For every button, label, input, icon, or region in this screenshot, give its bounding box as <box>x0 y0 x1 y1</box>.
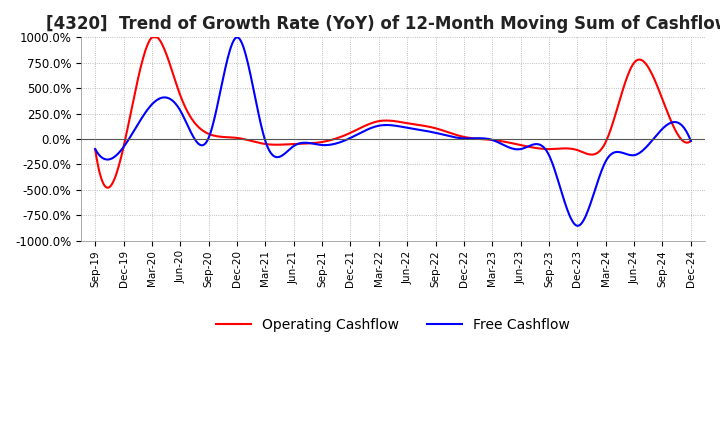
Free Cashflow <box>686 138 695 143</box>
Operating Cashflow <box>415 122 424 128</box>
Free Cashflow <box>573 223 582 228</box>
Free Cashflow <box>414 127 423 132</box>
Free Cashflow <box>233 35 241 40</box>
Free Cashflow <box>675 121 683 126</box>
Title: [4320]  Trend of Growth Rate (YoY) of 12-Month Moving Sum of Cashflows: [4320] Trend of Growth Rate (YoY) of 12-… <box>46 15 720 33</box>
Operating Cashflow <box>91 147 99 152</box>
Free Cashflow <box>91 147 99 152</box>
Operating Cashflow <box>148 35 157 40</box>
Operating Cashflow <box>582 151 590 156</box>
Operating Cashflow <box>448 131 456 136</box>
Free Cashflow <box>379 122 387 128</box>
Operating Cashflow <box>686 138 695 143</box>
Line: Operating Cashflow: Operating Cashflow <box>95 37 690 188</box>
Free Cashflow <box>375 123 384 128</box>
Operating Cashflow <box>379 118 388 123</box>
Operating Cashflow <box>675 134 683 139</box>
Operating Cashflow <box>376 118 384 124</box>
Free Cashflow <box>446 134 455 139</box>
Line: Free Cashflow: Free Cashflow <box>95 37 690 226</box>
Free Cashflow <box>582 213 590 219</box>
Legend: Operating Cashflow, Free Cashflow: Operating Cashflow, Free Cashflow <box>211 312 575 337</box>
Operating Cashflow <box>103 185 112 191</box>
